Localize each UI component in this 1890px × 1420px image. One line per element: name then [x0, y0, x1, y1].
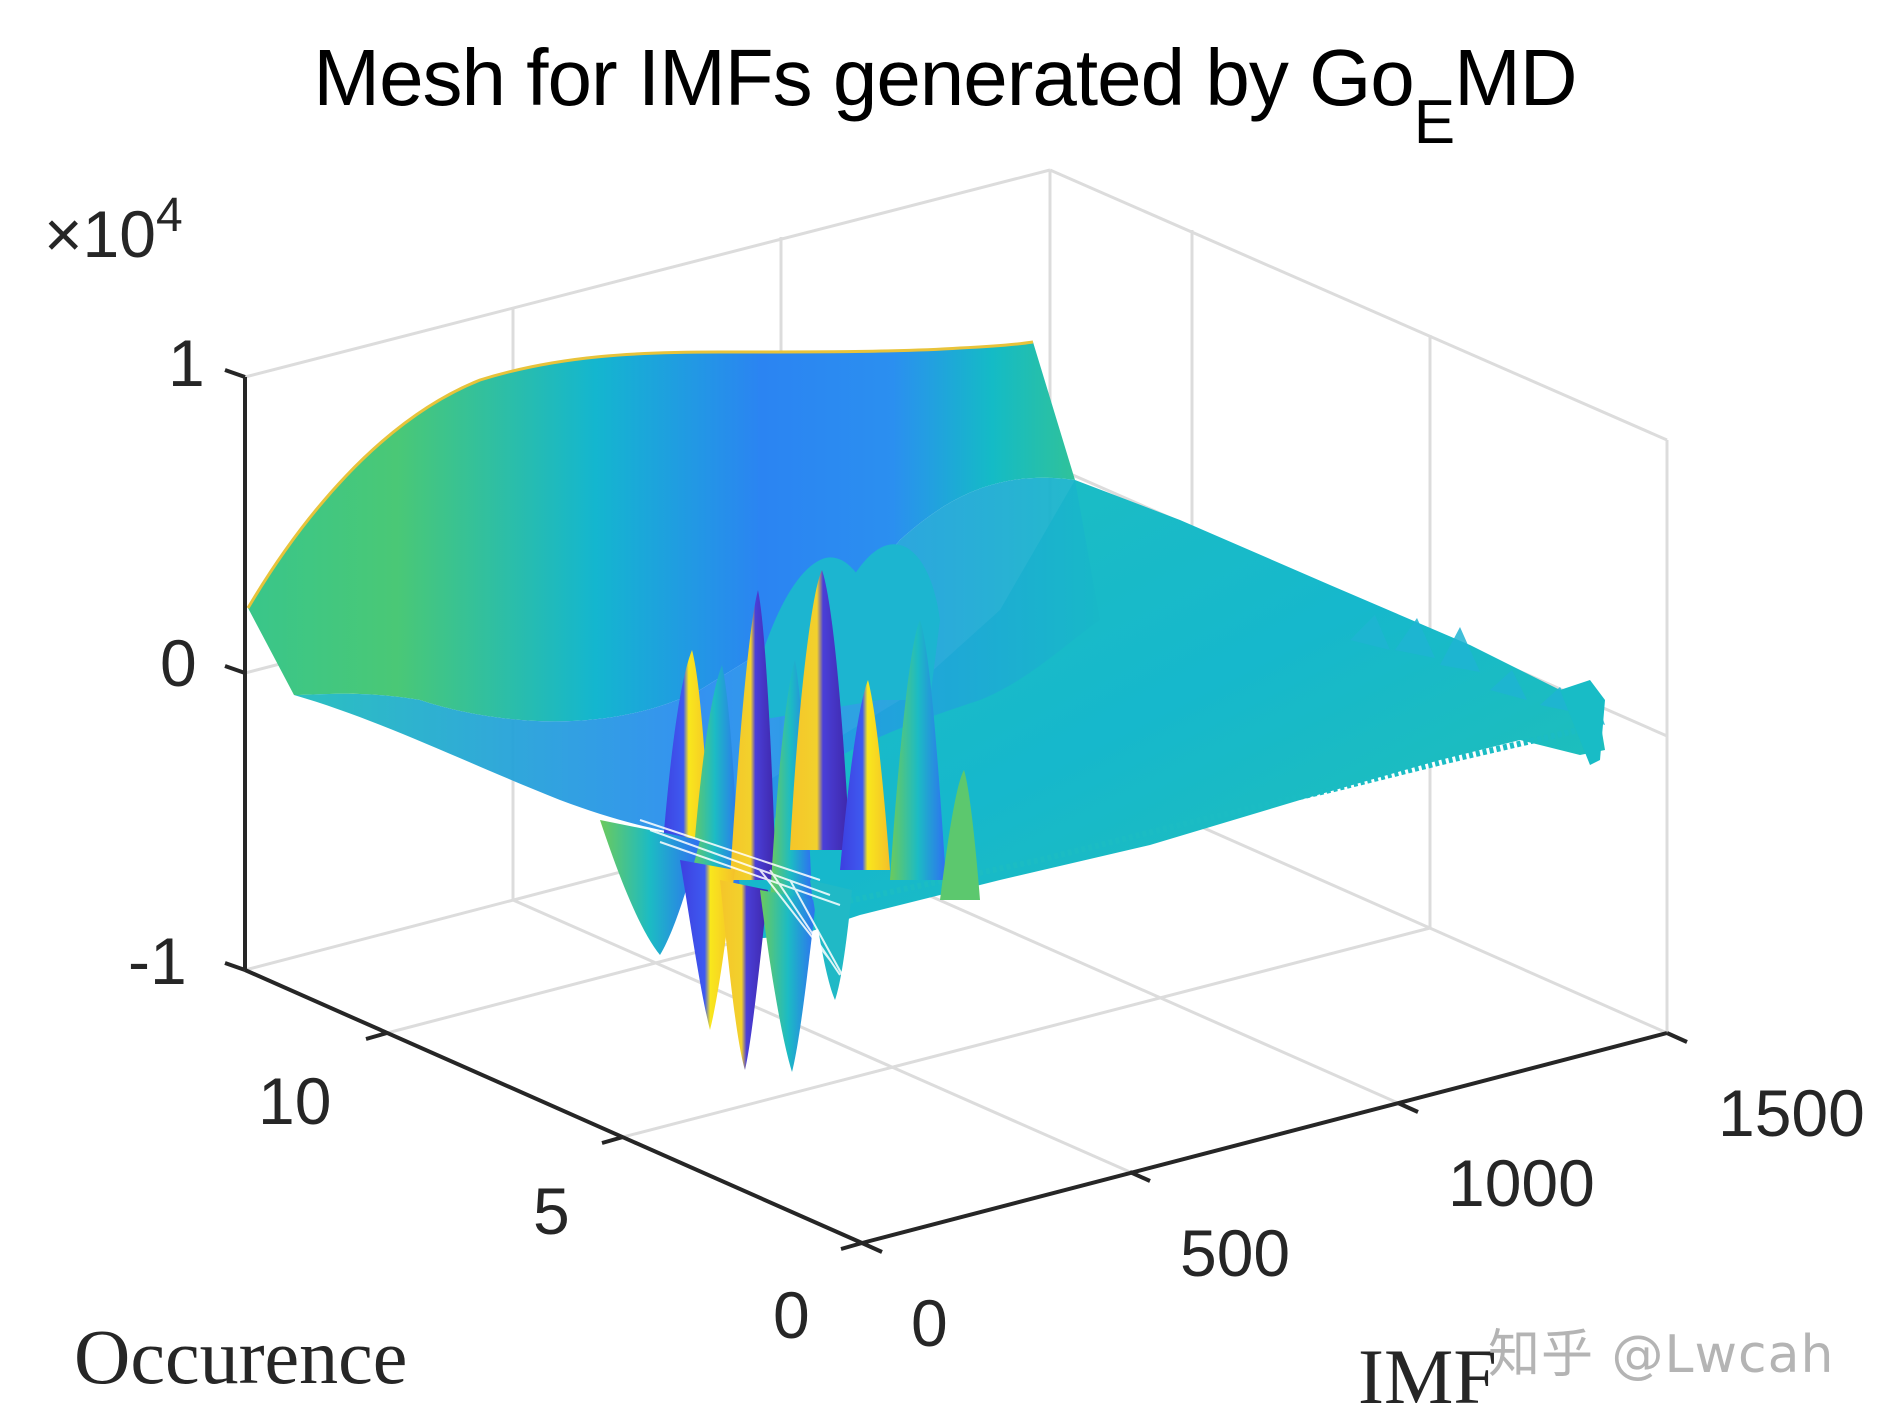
surface-trend [248, 342, 1075, 722]
x-axis [861, 1031, 1668, 1245]
surface-spike [730, 590, 776, 880]
surface-spike-down [680, 860, 735, 1030]
y-tick-label: 5 [533, 1174, 570, 1248]
chart-title: Mesh for IMFs generated by GoEMD [0, 32, 1890, 157]
exponent-prefix: ×10 [44, 197, 156, 271]
surface-spike [940, 770, 980, 900]
y-tick-label: 10 [258, 1064, 332, 1138]
mesh-wire-lines [639, 819, 846, 981]
y-tick-label: 0 [773, 1278, 810, 1352]
x-tick-label: 1500 [1718, 1076, 1865, 1150]
title-main: Mesh for IMFs generated by Go [313, 33, 1414, 122]
x-tick-label: 0 [911, 1286, 948, 1360]
z-tick-label: -1 [128, 924, 187, 998]
surface-ripples [1350, 615, 1605, 725]
surface-front-fringe [759, 722, 1601, 923]
y-axis-label: Occurence [74, 1313, 408, 1400]
surface-right-end [1560, 680, 1605, 765]
surface-spike [840, 680, 890, 870]
axes [224, 368, 1688, 1254]
x-tick-label: 500 [1180, 1216, 1291, 1290]
title-end: MD [1454, 33, 1577, 122]
z-tick-label: 1 [168, 326, 205, 400]
surface-spike [890, 620, 946, 880]
mesh-surface [246, 340, 1605, 1072]
surface-spike-down [600, 820, 700, 955]
x-axis-label: IMF [1358, 1333, 1497, 1420]
y-axis [244, 968, 863, 1245]
x-tick-label: 1000 [1448, 1146, 1595, 1220]
watermark: 知乎 @Lwcah [1488, 1325, 1835, 1385]
surface-spike-down [760, 890, 816, 1072]
surface-spike [790, 570, 850, 850]
title-subscript: E [1413, 88, 1455, 157]
surface-spike-down [810, 880, 852, 1000]
z-exponent-label: ×104 [44, 189, 183, 272]
exponent-power: 4 [155, 189, 183, 242]
surface-trend-edge [246, 340, 1034, 609]
z-tick-label: 0 [160, 626, 197, 700]
surface-spike-down [720, 880, 768, 1070]
